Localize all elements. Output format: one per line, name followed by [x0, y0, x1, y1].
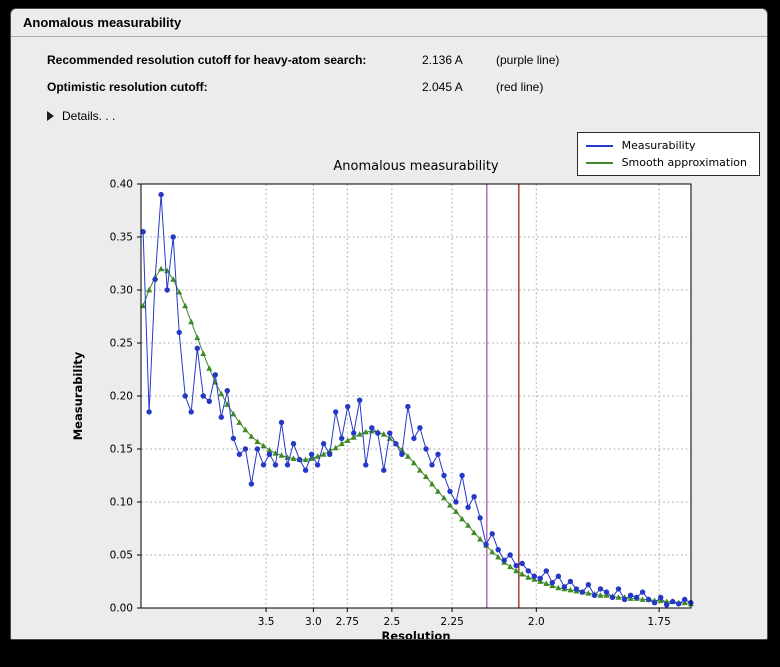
svg-text:2.5: 2.5 — [383, 616, 400, 628]
optimistic-cutoff-value: 2.045 A — [422, 79, 463, 94]
svg-text:0.20: 0.20 — [110, 391, 133, 403]
legend-label-smooth: Smooth approximation — [621, 156, 747, 169]
anomalous-measurability-panel: Anomalous measurability Recommended reso… — [10, 8, 768, 640]
legend-item-measurability: Measurability — [585, 137, 747, 154]
details-label: Details. . . — [62, 109, 116, 123]
svg-text:0.25: 0.25 — [110, 338, 133, 350]
disclosure-triangle-icon — [47, 111, 54, 121]
optimistic-cutoff-note: (red line) — [496, 79, 544, 94]
panel-title-bar: Anomalous measurability — [11, 9, 767, 37]
measurability-chart: Measurability Smooth approximation 0.00 0… — [11, 130, 767, 640]
optimistic-cutoff-label: Optimistic resolution cutoff: — [47, 79, 208, 94]
svg-text:Anomalous measurability: Anomalous measurability — [333, 159, 499, 174]
legend-label-measurability: Measurability — [621, 139, 696, 152]
svg-text:Resolution: Resolution — [381, 629, 450, 640]
measurability-line-sample — [585, 144, 613, 147]
smooth-line-sample — [585, 161, 613, 164]
svg-text:2.25: 2.25 — [440, 616, 463, 628]
recommended-cutoff-row: Recommended resolution cutoff for heavy-… — [47, 46, 767, 73]
svg-text:0.35: 0.35 — [110, 232, 133, 244]
svg-text:0.15: 0.15 — [110, 444, 133, 456]
svg-text:2.75: 2.75 — [336, 616, 359, 628]
svg-text:Measurability: Measurability — [71, 351, 85, 440]
svg-text:0.40: 0.40 — [110, 179, 133, 191]
svg-text:1.75: 1.75 — [647, 616, 670, 628]
cutoff-info-section: Recommended resolution cutoff for heavy-… — [11, 37, 767, 100]
svg-text:0.00: 0.00 — [110, 603, 133, 615]
svg-text:0.10: 0.10 — [110, 497, 133, 509]
recommended-cutoff-value: 2.136 A — [422, 52, 463, 67]
details-disclosure[interactable]: Details. . . — [47, 104, 167, 128]
optimistic-cutoff-row: Optimistic resolution cutoff: 2.045 A (r… — [47, 73, 767, 100]
legend-item-smooth: Smooth approximation — [585, 154, 747, 171]
svg-text:0.05: 0.05 — [110, 550, 133, 562]
recommended-cutoff-note: (purple line) — [496, 52, 560, 67]
svg-text:2.0: 2.0 — [528, 616, 545, 628]
recommended-cutoff-label: Recommended resolution cutoff for heavy-… — [47, 52, 367, 67]
svg-text:0.30: 0.30 — [110, 285, 133, 297]
svg-text:3.0: 3.0 — [305, 616, 322, 628]
page-title: Anomalous measurability — [23, 15, 182, 30]
plot-svg: 0.00 0.05 0.10 0.15 0.20 0.25 0.30 0.35 0.40 3.5 3… — [71, 159, 694, 640]
svg-text:3.5: 3.5 — [258, 616, 275, 628]
chart-legend: Measurability Smooth approximation — [576, 132, 760, 176]
